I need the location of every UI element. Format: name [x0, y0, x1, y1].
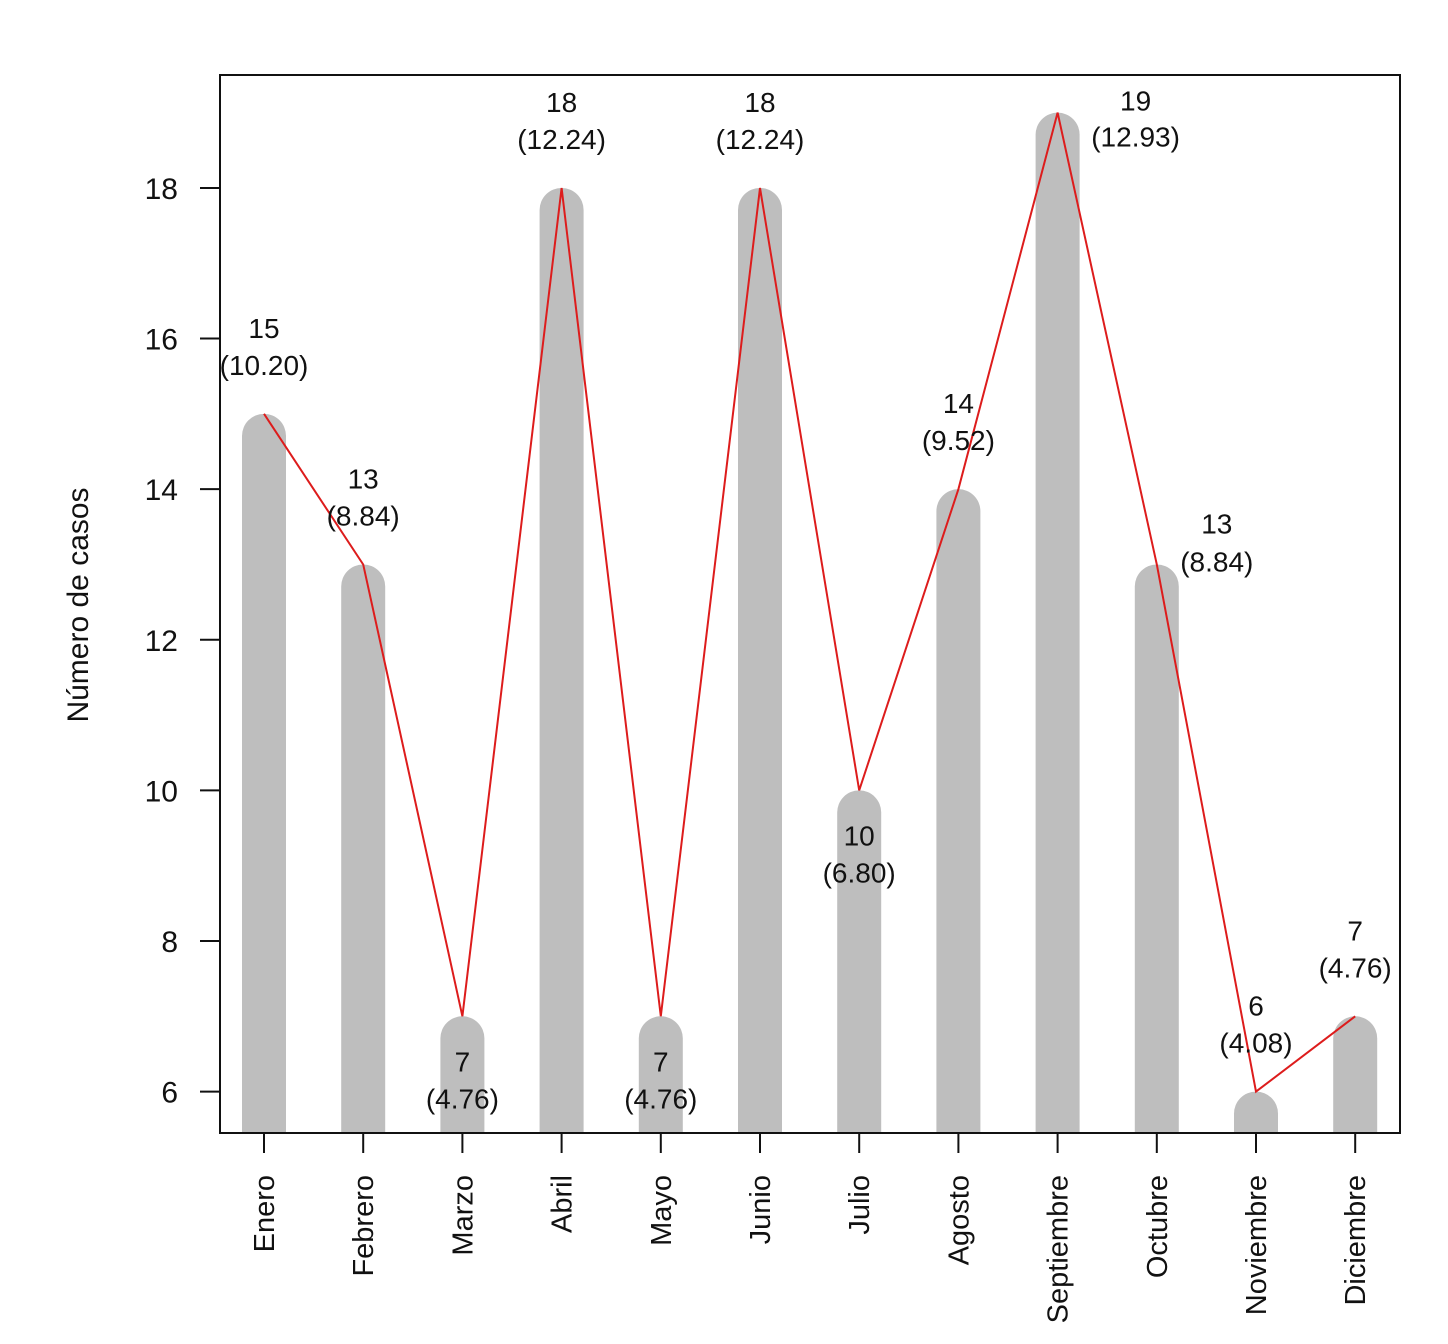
y-axis-title: Número de casos — [62, 487, 95, 722]
x-tick-label-agosto: Agosto — [943, 1175, 975, 1265]
bar-marzo — [440, 1016, 485, 1133]
x-tick-label-septiembre: Septiembre — [1043, 1175, 1075, 1323]
bar-abril — [539, 187, 584, 1134]
bar-diciembre — [1333, 1016, 1378, 1133]
y-tick-label: 18 — [145, 173, 178, 206]
data-label-count: 7 — [653, 1046, 669, 1077]
data-label-count: 19 — [1120, 86, 1151, 117]
bar-junio — [738, 187, 782, 1134]
data-labels-layer: 15 (10.20) 13 (8.84) 7 (4.76) 18 (12.24) 7 (4.76)… — [220, 86, 1392, 1115]
data-label-percent: (12.93) — [1091, 122, 1180, 153]
bar-enero — [242, 413, 286, 1134]
data-label-count: 13 — [348, 463, 379, 494]
y-tick-label: 16 — [145, 324, 178, 357]
x-tick-label-enero: Enero — [249, 1175, 281, 1252]
y-tick-label: 14 — [145, 474, 178, 507]
data-label-percent: (4.76) — [1319, 952, 1392, 983]
data-label-count: 13 — [1201, 508, 1232, 539]
x-tick-label-noviembre: Noviembre — [1241, 1175, 1273, 1315]
plot-frame — [219, 74, 1401, 1134]
x-tick-label-mayo: Mayo — [646, 1175, 678, 1246]
trend-line — [263, 112, 1356, 1094]
trend-line-layer — [263, 112, 1356, 1094]
y-axis: 6 8 10 12 14 16 18 — [145, 173, 220, 1110]
data-label-count: 18 — [744, 87, 775, 118]
x-tick-label-abril: Abril — [547, 1175, 579, 1233]
data-label-percent: (8.84) — [1180, 546, 1253, 577]
bar-mayo — [638, 1016, 683, 1133]
data-label-percent: (4.76) — [426, 1083, 499, 1114]
y-tick-label: 6 — [161, 1077, 178, 1110]
data-label-percent: (6.80) — [823, 857, 896, 888]
bar-octubre — [1134, 564, 1179, 1133]
bar-julio — [837, 790, 882, 1133]
y-tick-label: 12 — [145, 625, 178, 658]
data-label-count: 7 — [455, 1046, 471, 1077]
x-axis: Enero Febrero Marzo Abril Mayo Junio Julio Agos… — [249, 1133, 1372, 1323]
x-tick-label-julio: Julio — [844, 1175, 876, 1235]
data-label-count: 6 — [1248, 991, 1264, 1022]
data-label-percent: (12.24) — [716, 124, 805, 155]
data-label-count: 14 — [943, 388, 974, 419]
bar-noviembre — [1234, 1091, 1278, 1133]
bar-septiembre — [1035, 112, 1080, 1134]
data-label-percent: (9.52) — [922, 425, 995, 456]
data-label-count: 7 — [1347, 915, 1363, 946]
data-label-percent: (12.24) — [517, 124, 606, 155]
bar-agosto — [936, 489, 981, 1134]
data-label-count: 18 — [546, 87, 577, 118]
data-label-count: 10 — [844, 820, 875, 851]
y-tick-label: 10 — [145, 775, 178, 808]
bars-layer — [242, 112, 1378, 1134]
x-tick-label-marzo: Marzo — [447, 1175, 479, 1256]
bar-febrero — [341, 564, 386, 1133]
data-label-percent: (8.84) — [327, 500, 400, 531]
data-label-percent: (4.76) — [624, 1083, 697, 1114]
x-tick-label-junio: Junio — [745, 1175, 777, 1244]
data-label-count: 15 — [248, 313, 279, 344]
x-tick-label-febrero: Febrero — [348, 1175, 380, 1277]
data-label-percent: (4.08) — [1219, 1028, 1292, 1059]
y-tick-label: 8 — [161, 926, 178, 959]
x-tick-label-octubre: Octubre — [1142, 1175, 1174, 1278]
x-tick-label-diciembre: Diciembre — [1340, 1175, 1372, 1306]
data-label-percent: (10.20) — [220, 350, 309, 381]
